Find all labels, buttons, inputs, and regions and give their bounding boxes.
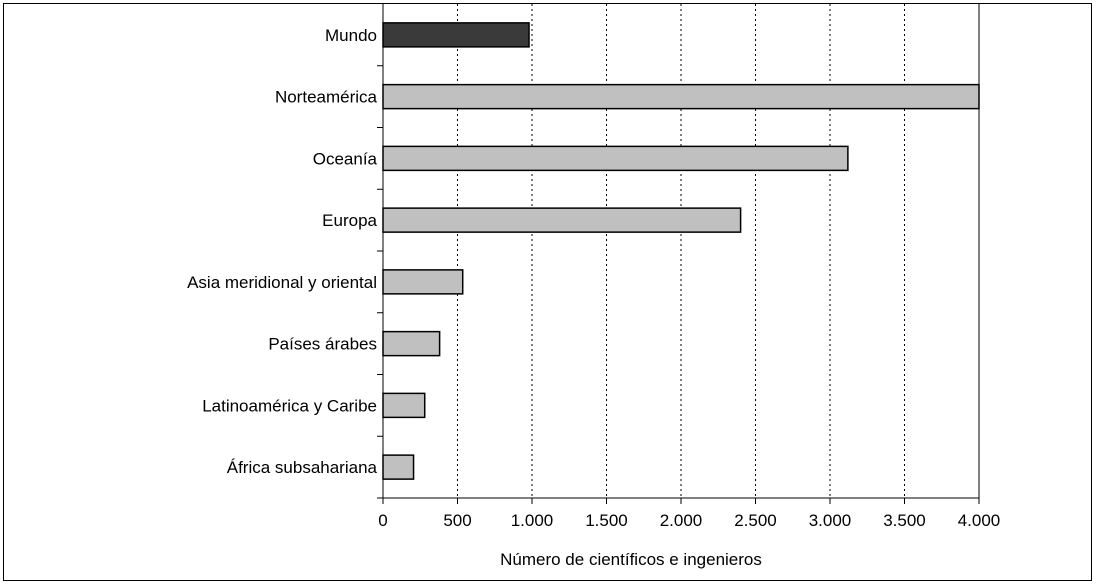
x-tick-label: 2.500 <box>734 511 777 530</box>
x-tick-label: 4.000 <box>958 511 1001 530</box>
x-tick-label: 0 <box>378 511 387 530</box>
bar-0 <box>382 22 530 48</box>
bar-3 <box>382 207 742 233</box>
category-label: Latinoamérica y Caribe <box>202 396 377 415</box>
category-label: Asia meridional y oriental <box>187 273 377 292</box>
x-axis: 0 500 1.000 1.500 2.000 2.500 3.000 3.500 4.000 <box>377 497 1001 530</box>
x-tick-label: 2.000 <box>660 511 703 530</box>
chart-frame: Mundo Norteamérica Oceanía Europa Asia merid… <box>3 3 1092 581</box>
bar-chart: Mundo Norteamérica Oceanía Europa Asia merid… <box>187 4 1001 569</box>
x-tick-label: 3.000 <box>809 511 852 530</box>
x-axis-label: Número de científicos e ingenieros <box>500 550 762 569</box>
bar-2 <box>382 145 849 172</box>
category-label: Mundo <box>325 26 377 45</box>
category-label: Europa <box>322 211 377 230</box>
category-label: Oceanía <box>313 149 378 168</box>
bar-1 <box>382 83 980 110</box>
x-tick-label: 500 <box>443 511 471 530</box>
bar-5 <box>382 330 441 357</box>
category-label: Países árabes <box>268 335 377 354</box>
category-label: Norteamérica <box>275 88 378 107</box>
x-tick-label: 1.500 <box>585 511 628 530</box>
bar-6 <box>382 392 426 419</box>
bar-4 <box>382 269 464 295</box>
x-tick-label: 3.500 <box>883 511 926 530</box>
y-axis: Mundo Norteamérica Oceanía Europa Asia merid… <box>187 4 384 498</box>
bar-7 <box>382 454 415 480</box>
grid-lines <box>457 4 980 498</box>
category-label: África subsahariana <box>227 458 378 477</box>
x-tick-label: 1.000 <box>511 511 554 530</box>
bars <box>382 22 980 480</box>
